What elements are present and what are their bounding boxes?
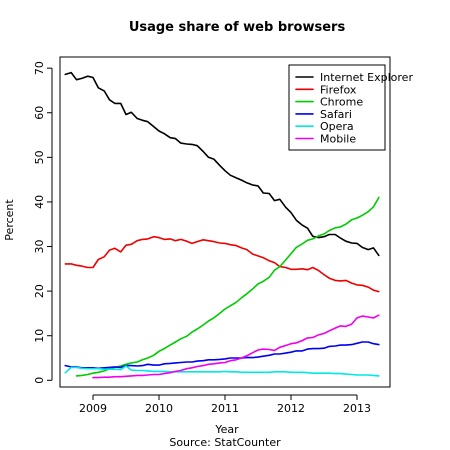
- legend-items: Internet ExplorerFirefoxChromeSafariOper…: [295, 71, 413, 146]
- series-line-chrome: [75, 196, 380, 377]
- plot-area-frame: [59, 56, 391, 388]
- series-line-safari: [64, 341, 380, 370]
- series-layer: [64, 71, 380, 379]
- y-axis-title: Percent: [3, 199, 16, 241]
- x-tick-label: 2009: [79, 402, 107, 415]
- chart-caption: Source: StatCounter: [169, 436, 281, 449]
- legend-label-chrome: Chrome: [320, 96, 363, 109]
- x-axis: 2009 2010 2011 2012 2013: [79, 394, 371, 415]
- y-tick-label: 70: [33, 61, 46, 75]
- y-tick-label: 10: [33, 329, 46, 343]
- legend-label-safari: Safari: [320, 108, 352, 121]
- x-tick-label: 2013: [343, 402, 371, 415]
- legend-frame: [288, 64, 386, 151]
- x-tick-label: 2010: [145, 402, 173, 415]
- chart-title: Usage share of web browsers: [129, 20, 346, 35]
- y-axis: 0 10 20 30 40 50 60 70: [33, 61, 53, 384]
- y-tick-label: 50: [33, 150, 46, 164]
- x-axis-title: Year: [214, 423, 239, 436]
- legend: Internet ExplorerFirefoxChromeSafariOper…: [288, 64, 413, 151]
- series-line-firefox: [64, 235, 380, 293]
- series-line-opera: [64, 365, 380, 377]
- y-tick-label: 0: [33, 377, 46, 384]
- legend-label-internet-explorer: Internet Explorer: [320, 71, 413, 84]
- legend-label-opera: Opera: [320, 120, 354, 133]
- legend-label-firefox: Firefox: [320, 83, 357, 96]
- y-tick-label: 20: [33, 284, 46, 298]
- legend-label-mobile: Mobile: [320, 133, 356, 146]
- y-tick-label: 60: [33, 106, 46, 120]
- y-tick-label: 30: [33, 240, 46, 254]
- x-tick-label: 2012: [277, 402, 305, 415]
- series-line-mobile: [92, 314, 380, 379]
- series-line-internet-explorer: [64, 71, 380, 257]
- y-tick-label: 40: [33, 195, 46, 209]
- x-tick-label: 2011: [211, 402, 239, 415]
